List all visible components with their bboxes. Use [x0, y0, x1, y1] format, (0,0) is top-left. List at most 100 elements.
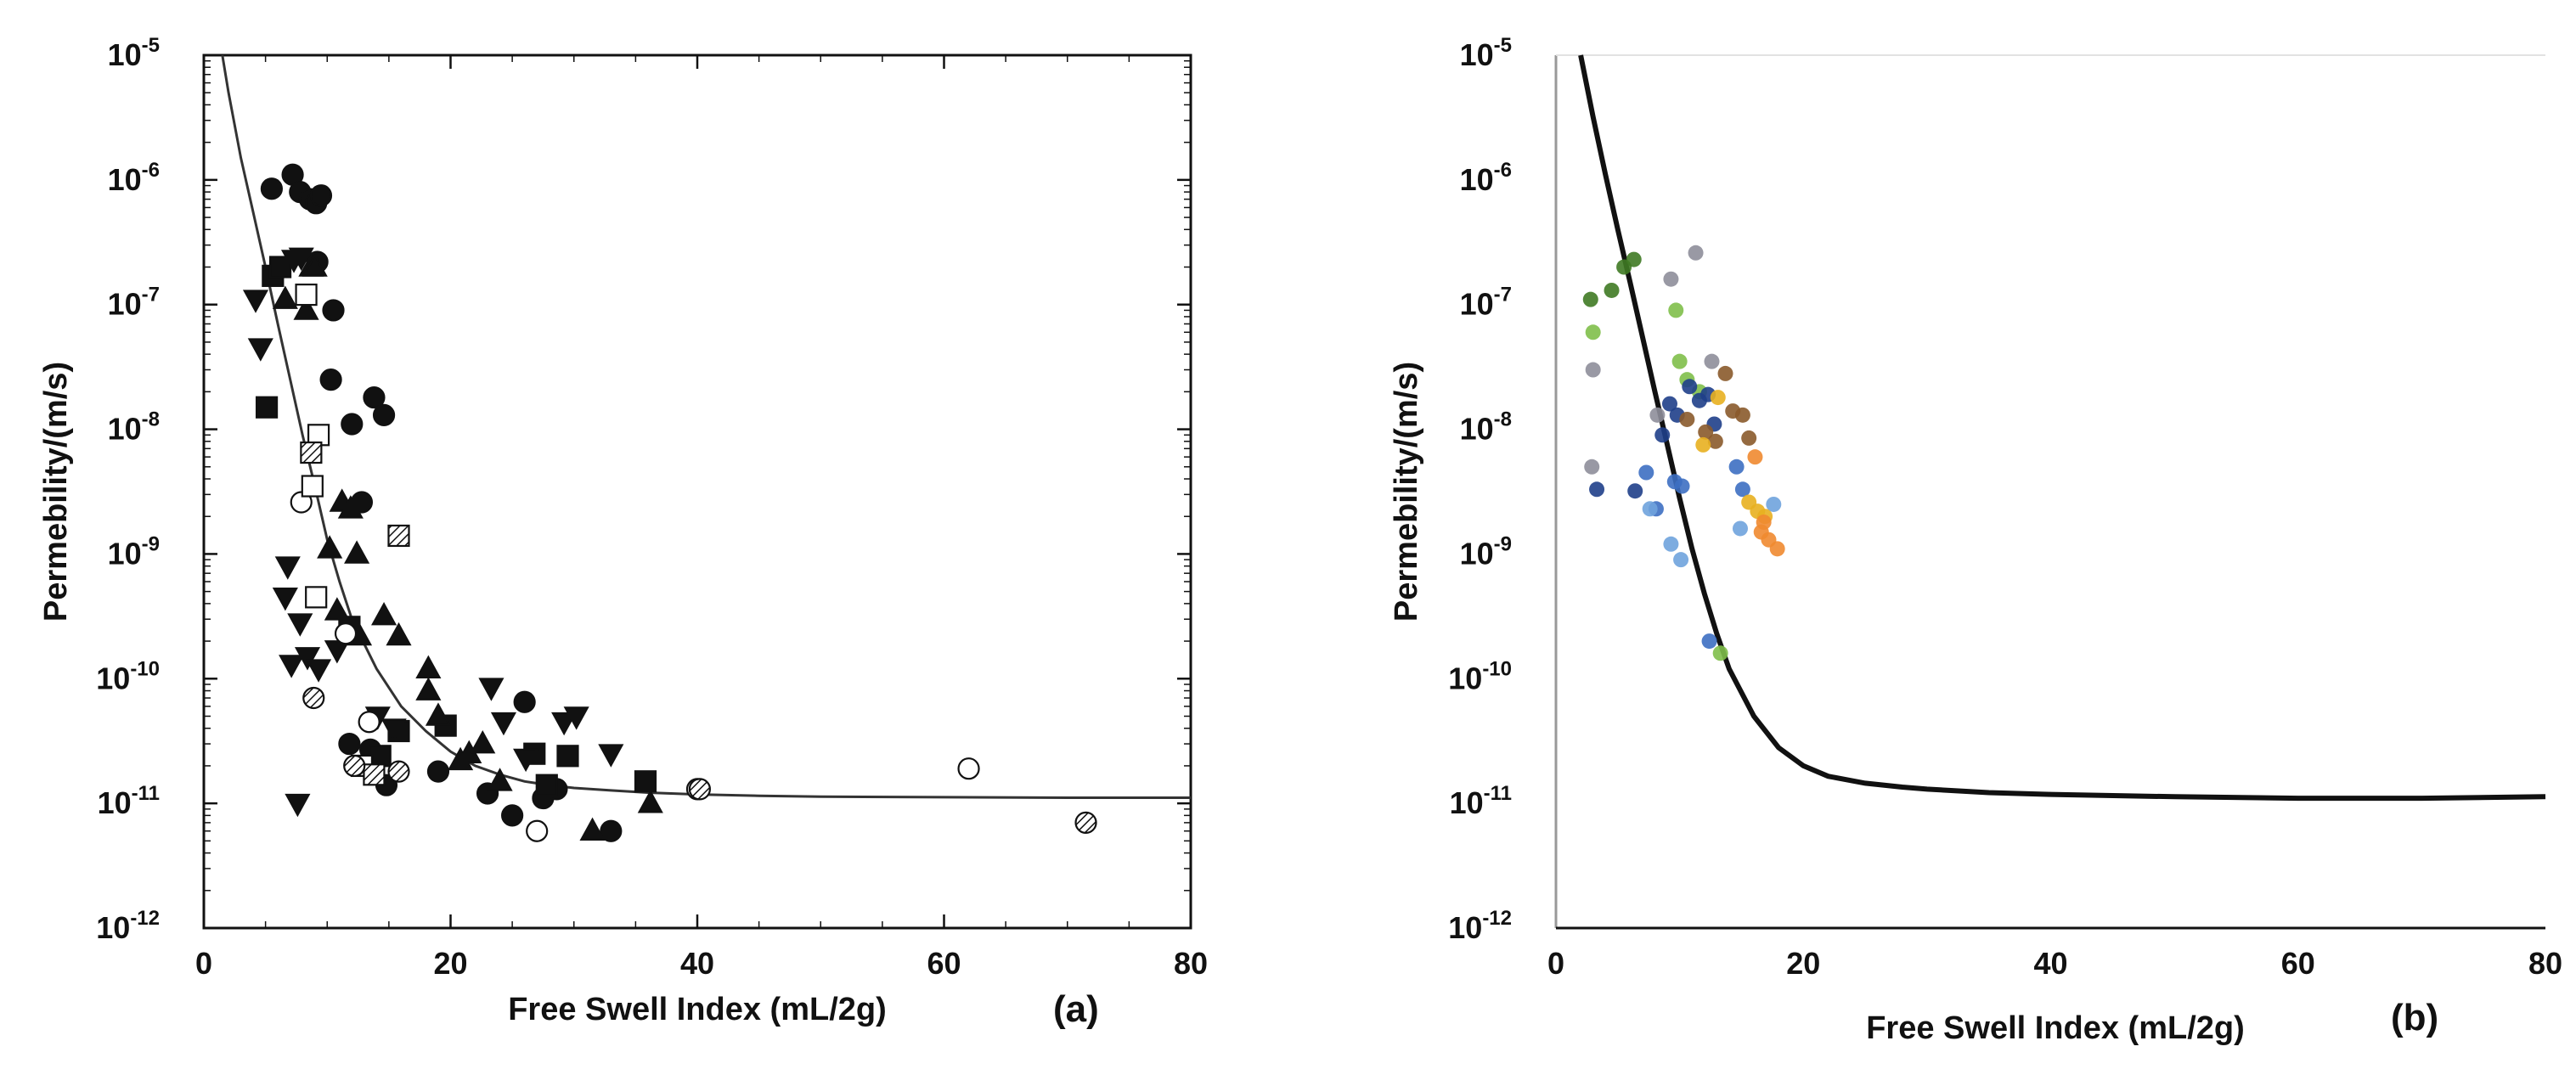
- y-tick-label: 10-11: [98, 782, 160, 820]
- data-points: [1582, 245, 1785, 661]
- data-point-filled-squares: [634, 770, 657, 793]
- data-point-filled-circles: [426, 760, 450, 783]
- y-tick-label: 10-5: [108, 34, 160, 72]
- data-point-filled-circles: [322, 299, 345, 322]
- y-tick-label: 10-12: [1448, 907, 1512, 945]
- data-point-filled-triangles-down: [272, 588, 298, 611]
- data-point-filled-squares: [535, 774, 558, 796]
- data-point-filled-triangles-down: [324, 640, 350, 664]
- data-point-light-blue: [1642, 501, 1658, 517]
- data-point-filled-circles: [501, 804, 524, 827]
- data-point-filled-triangles-up: [293, 296, 319, 320]
- data-point-open-squares: [295, 283, 318, 307]
- y-tick-label: 10-9: [108, 532, 160, 571]
- panel-label-a: (a): [1053, 988, 1099, 1030]
- data-point-open-circles: [334, 622, 358, 645]
- x-tick-label: 40: [2033, 946, 2067, 981]
- data-point-filled-circles: [319, 369, 342, 391]
- data-point-filled-squares: [369, 745, 392, 768]
- data-point-filled-triangles-down: [242, 290, 269, 313]
- data-point-dark-green: [1604, 282, 1620, 298]
- data-point-hatched-squares: [300, 441, 323, 464]
- data-point-medium-blue: [1728, 459, 1745, 475]
- data-point-brown: [1698, 424, 1714, 440]
- y-tick-labels: 10-12 10-11 10-10 10-9 10-8 10-7 10-6 10-5: [1448, 34, 1512, 945]
- y-tick-label: 10-11: [1450, 782, 1512, 820]
- data-point-brown: [1741, 430, 1757, 446]
- data-point-light-green: [1671, 353, 1688, 369]
- data-point-filled-circles: [260, 177, 283, 200]
- data-point-filled-circles: [309, 184, 333, 207]
- data-point-brown: [1707, 433, 1723, 449]
- data-point-filled-triangles-up: [317, 535, 343, 559]
- x-tick-label: 40: [680, 946, 714, 981]
- data-point-orange: [1747, 449, 1763, 465]
- x-tick-label: 60: [2281, 946, 2315, 981]
- data-point-filled-circles: [600, 819, 623, 842]
- data-point-filled-triangles-down: [247, 338, 273, 362]
- data-point-filled-triangles-down: [513, 748, 539, 773]
- data-point-light-blue: [1673, 552, 1689, 568]
- data-point-filled-triangles-up: [386, 622, 412, 646]
- data-point-light-blue: [1732, 520, 1748, 537]
- chart-panel-a: 10-12 10-11 10-10 10-9 10-8 10-7 10-6 10-5 0 20 4…: [38, 34, 1208, 1030]
- y-tick-label: 10-5: [1460, 34, 1512, 72]
- y-tick-label: 10-12: [96, 907, 160, 945]
- data-point-filled-triangles-up: [337, 495, 364, 519]
- y-tick-label: 10-8: [108, 408, 160, 447]
- data-point-open-circles: [957, 757, 980, 780]
- data-point-hatched-circles: [688, 778, 712, 801]
- y-tick-label: 10-6: [1460, 159, 1512, 197]
- data-point-filled-squares: [255, 396, 279, 419]
- data-point-hatched-circles: [343, 754, 366, 778]
- data-point-medium-blue: [1701, 633, 1717, 650]
- data-point-gold: [1695, 436, 1711, 453]
- data-point-filled-triangles-down: [288, 247, 314, 271]
- data-point-brown: [1734, 407, 1750, 423]
- data-point-filled-circles: [372, 403, 396, 426]
- data-point-hatched-circles: [1074, 811, 1097, 834]
- data-point-filled-circles: [363, 385, 386, 409]
- data-point-filled-triangles-up: [425, 702, 452, 726]
- x-tick-labels: 0 20 40 60 80: [1547, 946, 2562, 981]
- data-point-filled-circles: [513, 690, 536, 713]
- data-point-brown: [1717, 365, 1733, 381]
- data-point-filled-triangles-up: [371, 602, 397, 626]
- data-point-hatched-squares: [363, 763, 386, 786]
- data-point-grey: [1663, 271, 1679, 287]
- data-point-light-blue: [1663, 536, 1679, 552]
- chart-panel-b: 10-12 10-11 10-10 10-9 10-8 10-7 10-6 10-5 0 20 4…: [1389, 34, 2562, 1046]
- data-point-filled-triangles-down: [274, 556, 301, 580]
- data-point-grey: [1649, 407, 1666, 423]
- x-tick-label: 20: [433, 946, 467, 981]
- x-tick-labels: 0 20 40 60 80: [195, 946, 1208, 981]
- data-point-filled-triangles-down: [380, 718, 407, 742]
- fit-curve: [1578, 54, 2546, 802]
- y-tick-label: 10-7: [1460, 284, 1512, 322]
- data-point-dark-green: [1626, 251, 1642, 267]
- data-point-dark-blue: [1627, 483, 1643, 499]
- data-point-filled-triangles-up: [470, 729, 496, 754]
- x-axis-title: Free Swell Index (mL/2g): [1866, 1010, 2245, 1046]
- data-point-dark-blue: [1589, 481, 1605, 498]
- data-points: [242, 163, 1097, 842]
- data-point-light-green: [1712, 645, 1728, 661]
- data-point-filled-triangles-up: [324, 597, 350, 621]
- data-point-orange: [1756, 514, 1772, 530]
- panel-label-b: (b): [2391, 997, 2438, 1038]
- data-point-filled-triangles-up: [487, 768, 513, 791]
- data-point-open-squares: [305, 586, 328, 609]
- data-point-open-squares: [301, 475, 324, 498]
- data-point-filled-triangles-down: [306, 659, 332, 683]
- data-point-filled-triangles-up: [637, 790, 663, 813]
- axis-ticks: [202, 53, 1192, 930]
- y-axis-title: Permebility/(m/s): [1389, 362, 1424, 622]
- x-tick-label: 80: [1174, 946, 1208, 981]
- data-point-dark-blue: [1661, 396, 1677, 412]
- data-point-filled-circles: [341, 413, 364, 436]
- y-tick-label: 10-8: [1460, 408, 1512, 447]
- data-point-filled-triangles-up: [415, 655, 442, 678]
- data-point-filled-triangles-down: [279, 655, 305, 678]
- data-point-gold: [1710, 390, 1726, 406]
